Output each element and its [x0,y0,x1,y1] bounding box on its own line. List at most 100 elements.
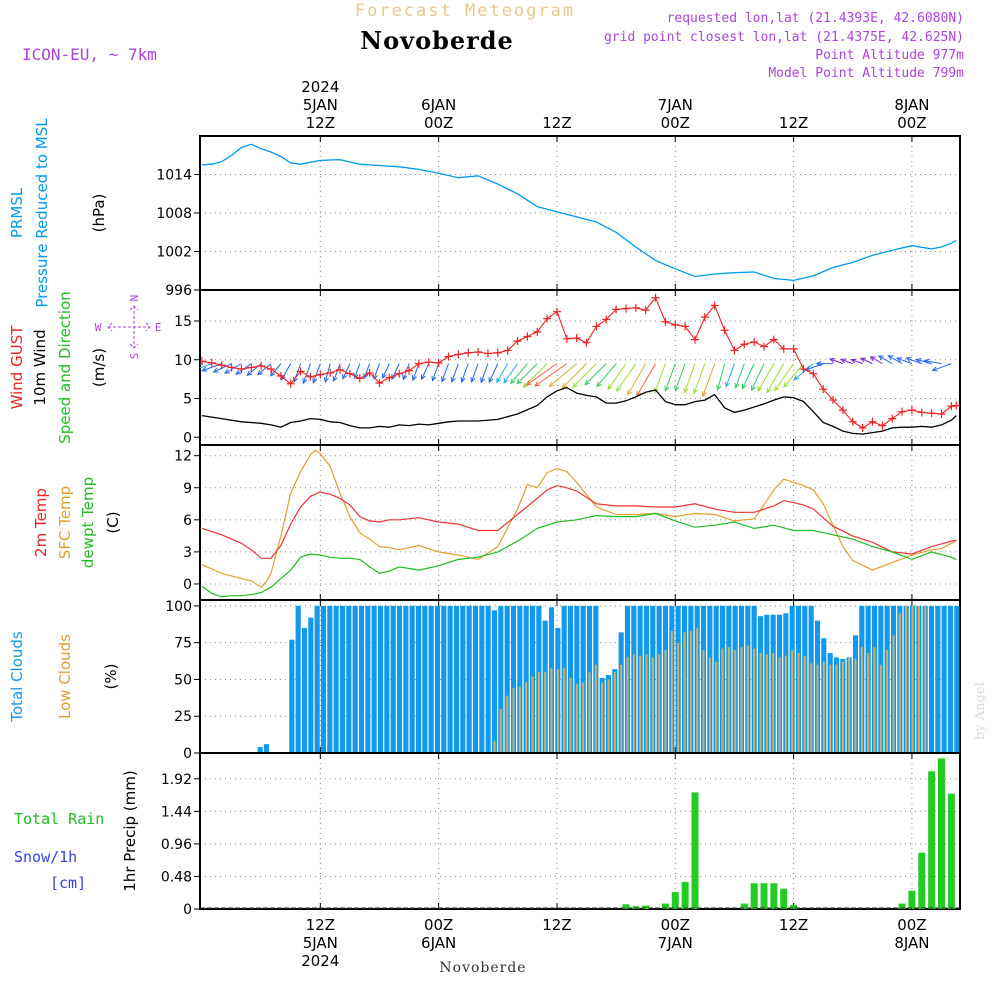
wind-arrow-head [774,385,780,392]
time-label-bottom: 00Z [661,916,690,934]
y-tick-label: 15 [174,314,192,330]
cloud-bar-total [320,605,327,753]
cloud-bar-low [822,661,825,753]
cloud-bar-total [352,605,358,753]
wind-arrow-head [674,385,680,392]
wind-arrow-head [793,374,800,381]
wind-arrow [924,360,942,365]
wind-arrow [906,357,922,365]
wind-arrow-head [503,377,509,384]
cloud-bar-total [415,605,422,753]
time-label-bottom: 6JAN [421,934,456,952]
gust-marker [217,361,226,370]
wind-arrow-head [323,376,329,384]
gust-marker [888,414,897,423]
y-tick-label: 75 [174,636,192,652]
rain-bar [770,883,778,909]
gust-marker [740,340,749,349]
series-sfc-temp-line [201,449,957,588]
cloud-bar-total [523,605,529,753]
time-label-top: 5JAN [303,96,338,114]
time-label-top: 12Z [779,114,808,132]
legend-snow-unit: [cm] [50,874,86,892]
gust-marker [898,407,907,416]
cloud-bar-low [575,683,578,753]
gust-marker [355,374,364,383]
cloud-bar-low [512,688,515,753]
wind-arrow [549,363,578,387]
wind-arrow-head [701,391,707,398]
y-tick-label: 12 [174,449,192,465]
panel-label-clouds: Low Clouds [56,634,74,719]
y-tick-label: 996 [165,283,192,299]
wind-arrow [916,359,932,365]
panel-label-temp: 2m Temp [32,488,50,557]
wind-arrow [200,363,213,369]
series-2m-temp-line [201,484,957,559]
time-label-bottom: 00Z [424,916,453,934]
wind-arrow-head [869,356,876,362]
cloud-bar-low [803,655,806,753]
wind-arrow [431,363,440,381]
time-label-top: 12Z [542,114,571,132]
gust-marker [464,348,473,357]
cloud-bar-total [333,605,339,753]
wind-arrow [470,363,479,383]
wind-arrow-head [496,377,502,384]
rain-bar [918,852,926,909]
wind-arrow-head [766,387,772,394]
gust-marker [927,409,936,418]
panel-temp: 0 3 6 9 12 [174,444,961,601]
cloud-bar-low [582,682,585,753]
precip-series [200,758,960,909]
wind-arrow [742,363,755,389]
wind-arrow-head [782,382,789,389]
y-tick-label: 25 [174,709,192,725]
cloud-bar-total [574,605,580,753]
wind-arrow [636,363,656,397]
time-label-bottom: 12Z [306,916,335,934]
rain-bar [750,883,758,909]
gust-marker [907,406,916,415]
wind-arrow-head [332,376,338,383]
gust-marker [769,335,778,344]
wind-arrow [302,363,311,384]
wind-arrow-head [441,376,446,383]
wind-arrow [312,363,321,383]
wind-arrow [461,363,469,383]
wind-arrow [616,363,637,392]
wind-arrow-head [516,378,523,385]
cloud-bar-total [339,605,346,753]
wind-arrow-head [607,384,613,391]
cloud-bar-low [651,657,654,753]
gust-marker [247,363,256,372]
cloud-bar-total [327,605,333,753]
y-tick-label: 5 [183,392,192,408]
series-prmsl-line [201,143,957,282]
cloud-bar-low [715,661,718,753]
cloud-bar-low [594,664,597,753]
cloud-bar-low [810,663,813,753]
y-tick-label: 1002 [156,245,192,261]
wind-arrow [783,363,804,388]
cloud-series [200,605,960,753]
panel-frame [199,289,961,446]
panel-wind: 0 5 10 15 [174,289,961,446]
gust-marker [513,337,522,346]
panel-label-pressure: PRMSL [8,187,26,238]
gust-marker [345,369,354,378]
gust-marker [424,358,433,367]
cloud-bar-total [371,605,377,753]
gust-marker [503,346,512,355]
wind-arrow-head [201,366,208,372]
wind-arrow-head [829,357,836,363]
gust-marker [207,358,216,367]
gust-marker [286,379,295,388]
y-tick-label: 0 [183,902,192,918]
gust-marker [878,421,887,430]
cloud-bar-low [860,647,863,753]
cloud-bar-low [892,635,895,753]
cloud-bar-low [753,648,756,753]
cloud-bar-total [263,744,270,753]
gust-marker [267,365,276,374]
